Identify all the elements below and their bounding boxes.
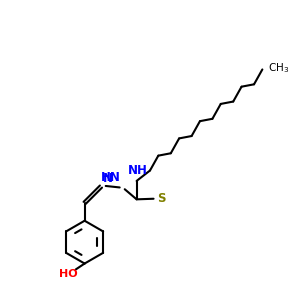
Text: HN: HN [101,171,121,184]
Text: CH$_3$: CH$_3$ [268,61,289,75]
Text: N: N [102,172,112,185]
Text: HO: HO [59,269,78,279]
Text: S: S [157,192,166,205]
Text: NH: NH [128,164,148,177]
